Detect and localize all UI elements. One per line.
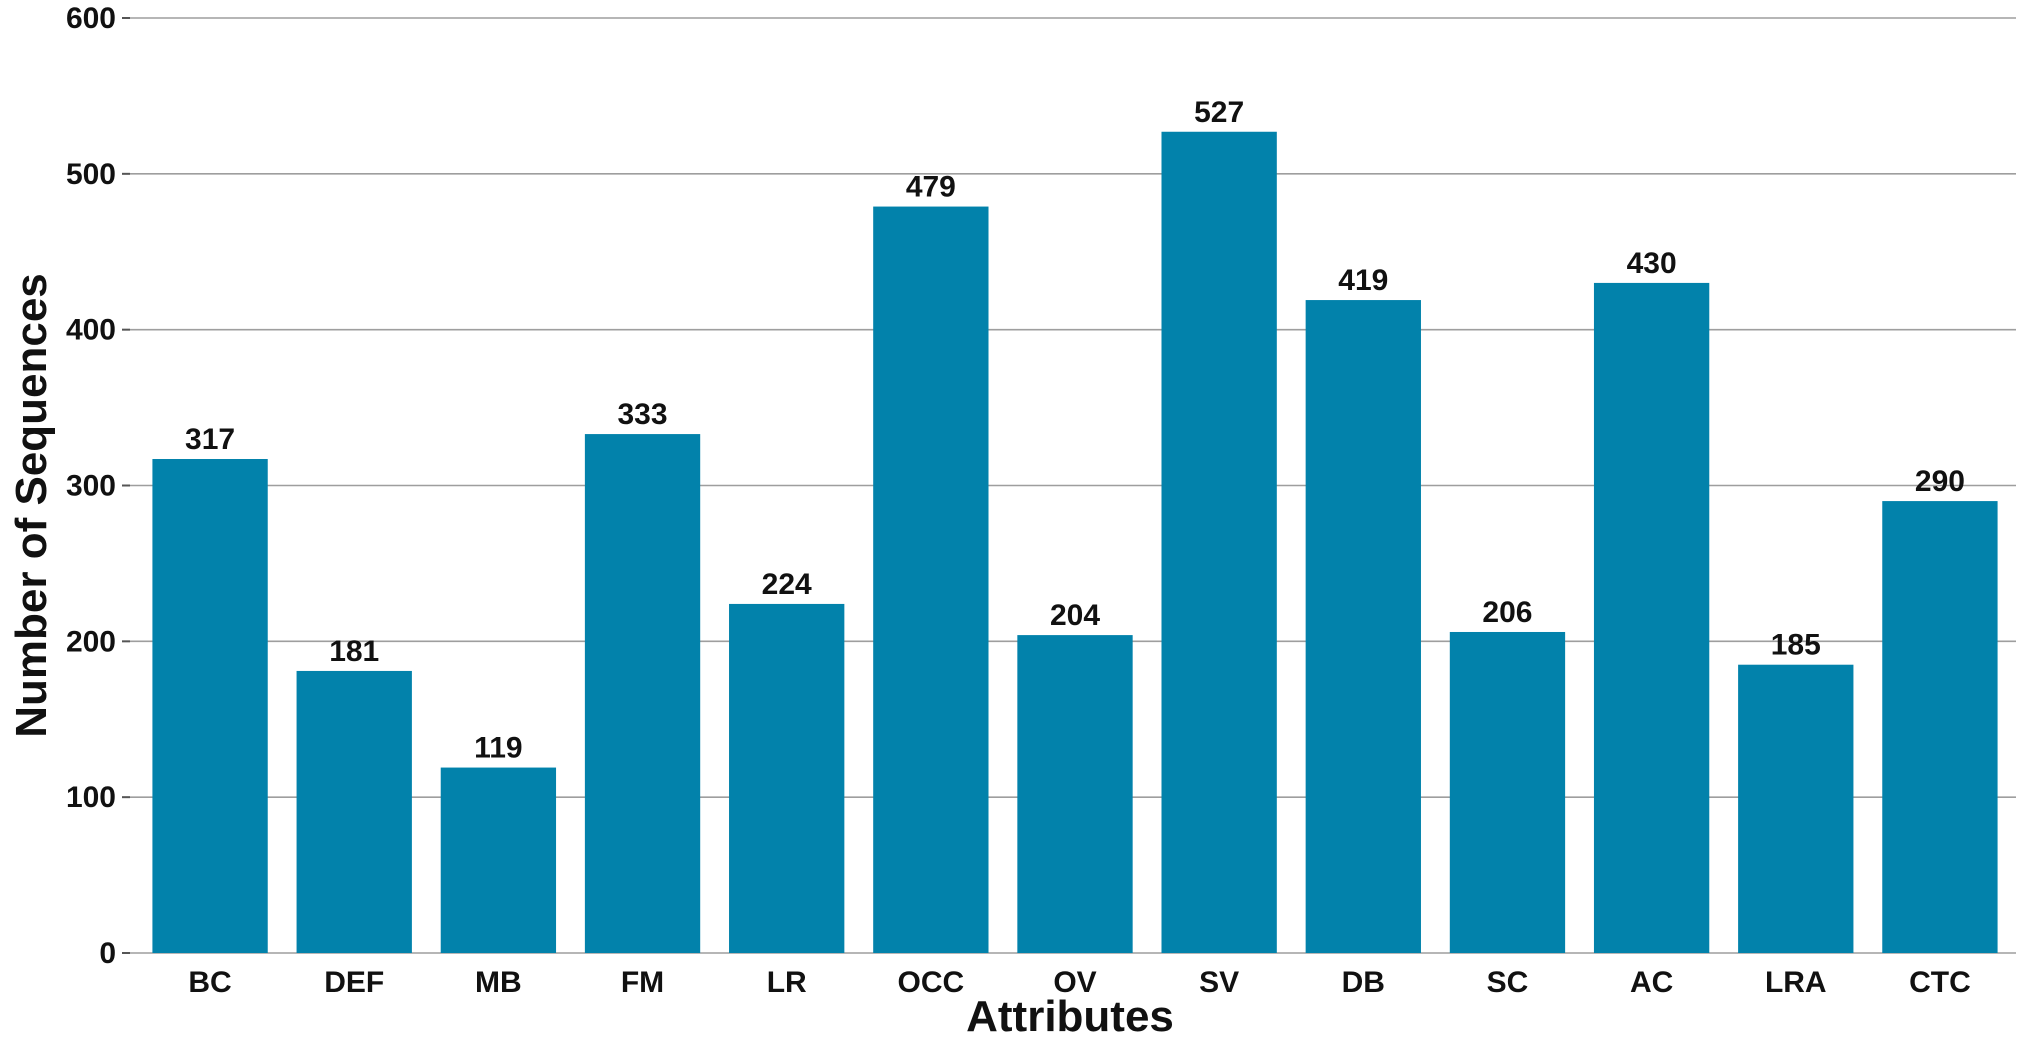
y-axis: 0 100 200 300 400 500 600 bbox=[66, 2, 130, 970]
data-label: 430 bbox=[1627, 247, 1677, 280]
data-label: 119 bbox=[474, 732, 522, 765]
bar bbox=[440, 767, 557, 953]
bar bbox=[1882, 501, 1998, 953]
x-tick-label: FM bbox=[621, 966, 664, 999]
bar bbox=[1738, 664, 1854, 953]
x-tick-label: BC bbox=[188, 966, 231, 999]
bar bbox=[1593, 282, 1710, 954]
x-tick-label: CTC bbox=[1909, 966, 1971, 999]
data-label: 224 bbox=[762, 568, 812, 601]
y-tick-label: 0 bbox=[99, 937, 116, 970]
bar bbox=[152, 459, 268, 953]
data-labels: 317 181 119 333 224 479 204 527 419 206 430 185 290 bbox=[185, 96, 1965, 765]
x-axis-title: Attributes bbox=[966, 992, 1174, 1041]
x-tick-label: SC bbox=[1487, 966, 1529, 999]
y-axis-title: Number of Sequences bbox=[7, 273, 56, 738]
data-label: 204 bbox=[1050, 599, 1100, 632]
y-tick-label: 600 bbox=[66, 2, 116, 35]
bar bbox=[1449, 631, 1566, 953]
data-label: 185 bbox=[1771, 629, 1821, 662]
bar bbox=[584, 434, 701, 953]
x-tick-label: SV bbox=[1199, 966, 1239, 999]
bar bbox=[1305, 300, 1421, 953]
x-tick-label: DB bbox=[1342, 966, 1385, 999]
data-label: 206 bbox=[1482, 596, 1532, 629]
bar bbox=[1161, 131, 1277, 954]
bar bbox=[296, 670, 412, 953]
x-tick-label: OV bbox=[1053, 966, 1096, 999]
data-label: 479 bbox=[906, 171, 956, 204]
bars bbox=[152, 131, 1998, 954]
y-tick-label: 500 bbox=[66, 158, 116, 191]
bar bbox=[873, 206, 989, 953]
x-axis: BC DEF MB FM LR OCC OV SV DB SC AC LRA CTC bbox=[188, 966, 1970, 999]
x-tick-label: DEF bbox=[324, 966, 384, 999]
x-tick-label: AC bbox=[1630, 966, 1673, 999]
y-tick-label: 200 bbox=[66, 625, 116, 658]
x-tick-label: LR bbox=[767, 966, 807, 999]
data-label: 333 bbox=[618, 398, 668, 431]
data-label: 290 bbox=[1915, 465, 1965, 498]
bar bbox=[729, 603, 845, 953]
data-label: 317 bbox=[185, 423, 235, 456]
bar bbox=[1017, 635, 1133, 953]
y-tick-label: 400 bbox=[66, 314, 116, 347]
x-tick-label: LRA bbox=[1765, 966, 1827, 999]
data-label: 419 bbox=[1338, 264, 1388, 297]
y-tick-label: 300 bbox=[66, 470, 116, 503]
x-tick-label: OCC bbox=[898, 966, 965, 999]
y-tick-label: 100 bbox=[66, 781, 116, 814]
data-label: 181 bbox=[329, 635, 379, 668]
data-label: 527 bbox=[1194, 96, 1244, 129]
x-tick-label: MB bbox=[475, 966, 522, 999]
